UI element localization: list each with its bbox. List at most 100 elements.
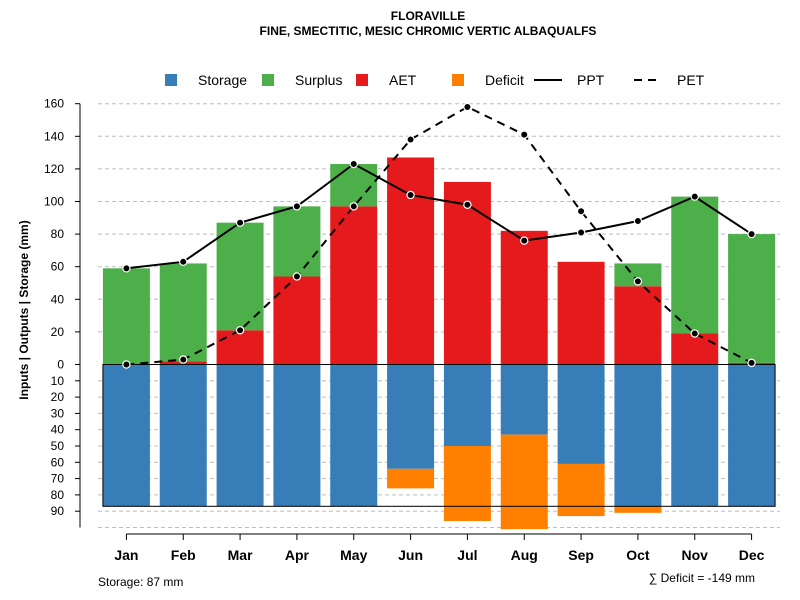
pet-point [406,135,415,144]
aet-bar [557,261,605,365]
y-tick-label: 70 [51,472,65,486]
surplus-bar [614,263,662,287]
y-tick-label: 80 [51,488,65,502]
series-lines [122,102,756,369]
ppt-point [179,257,188,267]
x-tick-label: Sep [568,547,594,563]
pet-point [179,355,188,364]
ppt-point [747,229,756,239]
y-tick-label: 50 [51,439,65,453]
legend-swatch [165,74,177,86]
pet-point [747,358,756,368]
bars [102,157,776,530]
y-tick-label: 100 [44,195,64,209]
y-tick-label: 90 [51,504,65,518]
pet-point [690,329,699,338]
storage-note: Storage: 87 mm [98,575,183,589]
deficit-note: ∑ Deficit = -149 mm [649,571,755,585]
y-tick-label: 160 [44,97,64,111]
x-tick-label: Jun [398,547,423,563]
y-axis-label: Inputs | Outputs | Storage (mm) [17,220,31,399]
storage-bar [557,364,605,464]
ppt-point [349,159,358,169]
x-tick-label: Dec [739,547,765,563]
deficit-bar [443,446,491,521]
ppt-point [633,216,643,226]
chart-title: FLORAVILLE [391,9,465,23]
ppt-point [463,200,472,209]
x-tick-label: Feb [171,547,196,563]
x-tick-label: Jan [114,547,138,563]
legend-label: Storage [198,72,247,88]
storage-bar [500,364,548,435]
surplus-bar [159,263,207,362]
surplus-bar [273,206,321,277]
ppt-point [576,228,586,237]
y-tick-label: 40 [51,423,65,437]
surplus-bar [216,222,264,331]
legend-label: PET [677,72,705,88]
storage-bar [387,364,435,469]
pet-point [292,272,302,281]
legend: Storage Surplus AET Deficit PPT PET [165,72,705,88]
storage-bar [159,364,207,507]
y-tick-label: 20 [51,325,65,339]
pet-point [349,202,358,211]
x-tick-label: Apr [285,547,310,563]
storage-bar [102,364,150,507]
storage-frame [102,364,776,507]
surplus-bar [102,268,150,365]
x-tick-label: Jul [457,547,477,563]
pet-point [235,326,245,335]
y-tick-label: 60 [51,260,65,274]
legend-label: PPT [577,72,605,88]
aet-bar [443,181,491,365]
ppt-point [235,218,245,227]
surplus-bar [728,234,776,363]
ppt-point [690,192,699,201]
deficit-bar [500,434,548,530]
surplus-bar [330,164,378,207]
legend-swatch [356,74,368,86]
y-tick-label: 10 [51,374,65,388]
storage-bar [443,364,491,446]
deficit-bar [557,463,605,517]
aet-bar [216,330,264,365]
aet-bar [387,157,435,365]
y-tick-label: 20 [51,390,65,404]
aet-bar [500,230,548,365]
legend-swatch [262,74,274,86]
x-tick-label: May [340,547,367,563]
storage-bar [728,364,776,507]
y-tick-label: 0 [57,358,64,372]
y-tick-label: 80 [51,227,65,241]
deficit-bar [614,506,662,513]
pet-point [633,277,643,286]
x-tick-label: Mar [228,547,253,563]
storage-bar [273,364,321,507]
deficit-bar [387,468,435,489]
legend-swatch [452,74,464,86]
ppt-point [292,202,302,211]
y-tick-label: 30 [51,406,65,420]
pet-point [520,130,529,139]
legend-label: AET [389,72,417,88]
aet-bar [273,276,321,365]
y-tick-label: 120 [44,162,64,176]
ppt-line [126,162,753,270]
aet-bar [671,333,719,365]
storage-bar [216,364,264,507]
pet-line [126,105,753,366]
storage-bar [330,364,378,507]
x-tick-label: Nov [682,547,709,563]
x-tick-label: Aug [511,547,538,563]
chart-subtitle: FINE, SMECTITIC, MESIC CHROMIC VERTIC AL… [260,24,597,38]
gridlines [98,103,780,528]
aet-bar [330,206,378,365]
aet-bar [614,286,662,365]
ppt-point [406,190,415,200]
ppt-point [122,264,131,273]
pet-point [463,102,472,112]
storage-capacity-box [102,364,776,507]
